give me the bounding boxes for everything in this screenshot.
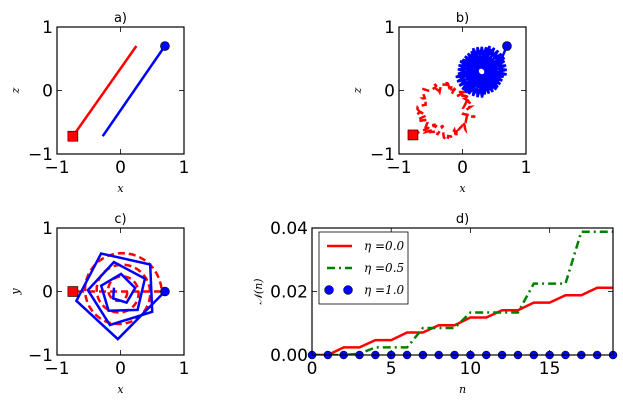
end-marker-circle [502,41,512,51]
legend-marker [324,285,334,295]
x-tick-label: −1 [44,158,69,178]
y-tick-label: −1 [370,145,395,165]
start-marker-square [67,286,79,297]
x-tick-label: 1 [521,158,532,178]
x-axis-label: x [117,383,124,396]
y-tick-label: 1 [384,18,395,38]
x-tick-label: 5 [386,359,397,379]
y-axis-label: 𝒩(n) [252,278,265,304]
panel-a: −1 0 1 −1 0 1 a) x z [9,11,189,195]
x-tick-label: 1 [179,359,190,379]
legend-label: η =1.0 [364,283,405,297]
x-tick-label: 15 [539,359,561,379]
axes-frame [56,26,185,155]
y-tick-label: 0.02 [270,283,308,303]
x-tick-label: 10 [460,359,482,379]
x-tick-label: 1 [179,158,190,178]
series-line-red [71,45,138,137]
legend-marker [343,285,353,295]
panel-c: −1 0 1 −1 0 1 c) x y [9,212,189,396]
x-tick-label: 0 [115,158,126,178]
legend: η =0.0 η =0.5 η =1.0 [318,231,409,305]
panel-title: b) [456,11,469,26]
axes-frame [56,227,185,356]
x-tick-label: −1 [44,359,69,379]
y-tick-label: 0.00 [270,346,308,366]
panel-d: 0 5 10 150.000.020.04 d)n𝒩(n)η =0.0η =0.5η =… [252,212,618,396]
end-marker-circle [160,41,170,51]
x-tick-label: 0 [115,359,126,379]
y-tick-label: 0 [42,82,53,102]
y-axis-label: z [9,87,22,94]
y-tick-label: 0 [42,283,53,303]
plot-area [412,45,509,143]
x-tick-label: −1 [386,158,411,178]
series-line [312,230,613,355]
y-tick-label: 1 [42,18,53,38]
series-line-blue [74,252,166,341]
plot-area [312,230,613,355]
y-axis-label: y [9,288,22,296]
y-tick-label: −1 [28,346,53,366]
x-tick-label: 0 [457,158,468,178]
legend-label: η =0.0 [364,239,405,253]
y-tick-label: 0.04 [270,219,308,239]
x-axis-label: x [117,182,124,195]
axes-frame [311,227,614,356]
legend-label: η =0.5 [364,261,404,275]
series-line-blue [101,45,166,137]
plot-area [72,251,166,341]
panel-title: d) [456,212,469,227]
panel-title: a) [114,11,127,26]
axes-frame [398,26,527,155]
y-tick-label: 1 [42,219,53,239]
start-marker-square [407,129,419,141]
y-tick-label: 0 [384,82,395,102]
y-axis-label: z [351,87,364,94]
x-tick-label: 0 [307,359,318,379]
series-line-red [72,251,164,326]
y-tick-label: −1 [28,145,53,165]
start-marker-square [67,130,79,142]
panel-title: c) [114,212,126,227]
x-axis-label: n [459,383,466,396]
plot-area [71,45,166,137]
panel-b: −1 0 1 −1 0 1 b) x z [351,11,531,195]
x-axis-label: x [459,182,466,195]
series-line-blue [455,45,509,98]
end-marker-circle [160,286,170,297]
series-line-red [412,79,476,143]
